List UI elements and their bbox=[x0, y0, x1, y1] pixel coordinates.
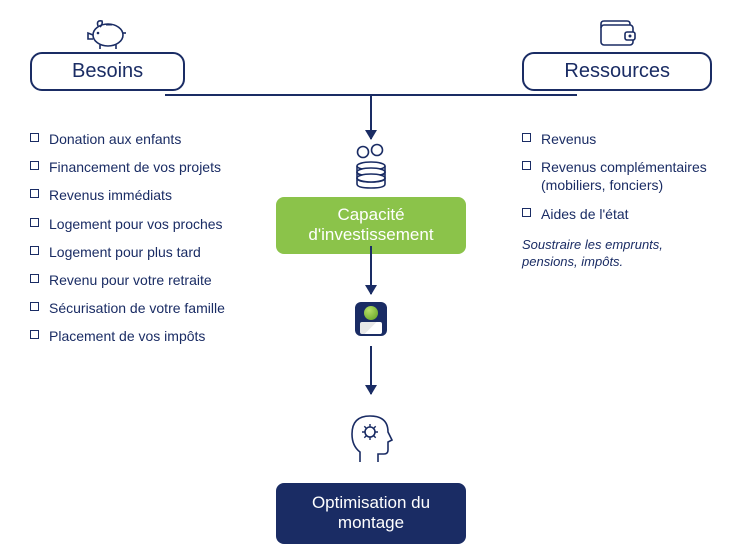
bullet-icon bbox=[30, 330, 39, 339]
list-item: Logement pour vos proches bbox=[30, 215, 270, 233]
item-label: Revenus immédiats bbox=[49, 186, 172, 204]
head-gear-icon bbox=[346, 404, 396, 464]
arrow-3 bbox=[370, 346, 372, 394]
item-label: Revenus bbox=[541, 130, 596, 148]
item-label: Revenu pour votre retraite bbox=[49, 271, 212, 289]
top-right-group: Ressources bbox=[522, 12, 712, 91]
list-item: Revenus bbox=[522, 130, 722, 148]
ressources-list: Revenus Revenus complémentaires (mobilie… bbox=[522, 130, 722, 271]
top-left-group: Besoins bbox=[30, 12, 185, 91]
besoins-list: Donation aux enfants Financement de vos … bbox=[30, 130, 270, 356]
item-label: Aides de l'état bbox=[541, 205, 629, 223]
list-item: Sécurisation de votre famille bbox=[30, 299, 270, 317]
ressources-note: Soustraire les emprunts, pensions, impôt… bbox=[522, 237, 722, 271]
item-label: Donation aux enfants bbox=[49, 130, 181, 148]
bullet-icon bbox=[30, 161, 39, 170]
item-label: Revenus complémentaires (mobiliers, fonc… bbox=[541, 158, 722, 194]
list-item: Revenus complémentaires (mobiliers, fonc… bbox=[522, 158, 722, 194]
list-item: Aides de l'état bbox=[522, 205, 722, 223]
bullet-icon bbox=[30, 274, 39, 283]
bullet-icon bbox=[522, 161, 531, 170]
bullet-icon bbox=[30, 246, 39, 255]
item-label: Logement pour vos proches bbox=[49, 215, 223, 233]
top-row: Besoins Ressources bbox=[0, 12, 742, 91]
ressources-heading: Ressources bbox=[522, 52, 712, 91]
piggy-bank-icon bbox=[86, 12, 130, 52]
bullet-icon bbox=[30, 189, 39, 198]
list-item: Logement pour plus tard bbox=[30, 243, 270, 261]
bullet-icon bbox=[522, 208, 531, 217]
list-item: Placement de vos impôts bbox=[30, 327, 270, 345]
arrow-1 bbox=[370, 94, 372, 139]
item-label: Financement de vos projets bbox=[49, 158, 221, 176]
list-item: Financement de vos projets bbox=[30, 158, 270, 176]
list-item: Donation aux enfants bbox=[30, 130, 270, 148]
list-item: Revenu pour votre retraite bbox=[30, 271, 270, 289]
bullet-icon bbox=[30, 218, 39, 227]
bullet-icon bbox=[30, 302, 39, 311]
item-label: Logement pour plus tard bbox=[49, 243, 201, 261]
item-label: Placement de vos impôts bbox=[49, 327, 205, 345]
arrow-2 bbox=[370, 246, 372, 294]
item-label: Sécurisation de votre famille bbox=[49, 299, 225, 317]
list-item: Revenus immédiats bbox=[30, 186, 270, 204]
coins-icon bbox=[349, 142, 393, 190]
wallet-icon bbox=[597, 12, 637, 52]
logo-icon bbox=[355, 302, 387, 336]
besoins-heading: Besoins bbox=[30, 52, 185, 91]
bullet-icon bbox=[522, 133, 531, 142]
bullet-icon bbox=[30, 133, 39, 142]
